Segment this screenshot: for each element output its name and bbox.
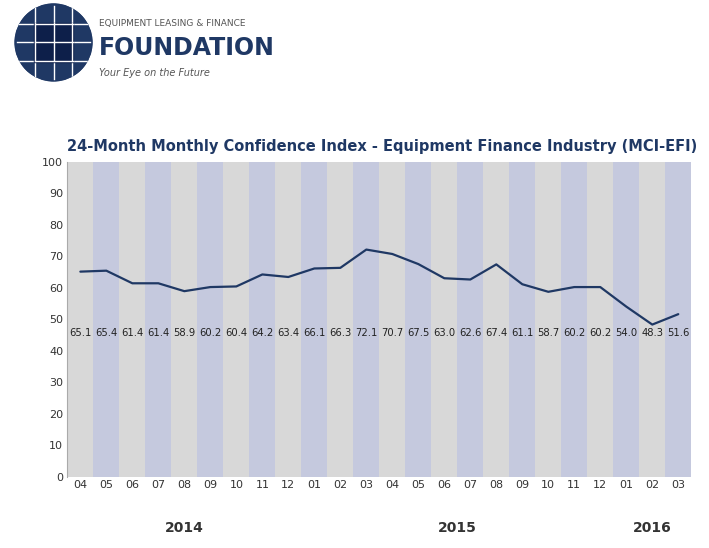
Bar <box>535 162 562 477</box>
Bar <box>172 162 197 477</box>
Text: 65.4: 65.4 <box>95 328 118 338</box>
Text: 66.3: 66.3 <box>329 328 352 338</box>
Text: 48.3: 48.3 <box>641 328 664 338</box>
Text: 70.7: 70.7 <box>381 328 403 338</box>
Text: 54.0: 54.0 <box>615 328 637 338</box>
Text: Your Eye on the Future: Your Eye on the Future <box>99 68 210 78</box>
Text: 61.1: 61.1 <box>511 328 533 338</box>
Bar <box>587 162 613 477</box>
Bar <box>431 162 457 477</box>
Bar <box>250 162 275 477</box>
Text: 2015: 2015 <box>438 521 476 535</box>
Text: 63.4: 63.4 <box>277 328 299 338</box>
Bar <box>640 162 665 477</box>
Bar <box>67 162 94 477</box>
Text: FOUNDATION: FOUNDATION <box>99 36 275 60</box>
Circle shape <box>14 3 93 82</box>
Bar <box>197 162 223 477</box>
Text: 63.0: 63.0 <box>433 328 455 338</box>
Bar <box>145 162 172 477</box>
Text: 72.1: 72.1 <box>355 328 377 338</box>
Text: 67.4: 67.4 <box>485 328 508 338</box>
Bar <box>94 162 119 477</box>
Text: 61.4: 61.4 <box>147 328 169 338</box>
Text: 64.2: 64.2 <box>251 328 274 338</box>
Text: 60.2: 60.2 <box>589 328 611 338</box>
Text: 67.5: 67.5 <box>407 328 430 338</box>
Bar <box>119 162 145 477</box>
Bar <box>406 162 431 477</box>
Text: 58.7: 58.7 <box>537 328 559 338</box>
Bar <box>484 162 509 477</box>
Bar <box>34 24 73 61</box>
Bar <box>328 162 353 477</box>
Text: EQUIPMENT LEASING & FINANCE: EQUIPMENT LEASING & FINANCE <box>99 19 246 28</box>
Bar <box>562 162 587 477</box>
Bar <box>509 162 535 477</box>
Bar <box>379 162 406 477</box>
Bar <box>665 162 691 477</box>
Text: 2016: 2016 <box>633 521 671 535</box>
Text: 60.2: 60.2 <box>199 328 221 338</box>
Text: 65.1: 65.1 <box>69 328 91 338</box>
Text: 60.4: 60.4 <box>225 328 247 338</box>
Bar <box>223 162 250 477</box>
Text: 51.6: 51.6 <box>667 328 689 338</box>
Bar <box>457 162 484 477</box>
Text: 61.4: 61.4 <box>121 328 143 338</box>
Bar <box>613 162 640 477</box>
Text: 58.9: 58.9 <box>173 328 196 338</box>
Text: 66.1: 66.1 <box>303 328 325 338</box>
Text: 24-Month Monthly Confidence Index - Equipment Finance Industry (MCI-EFI): 24-Month Monthly Confidence Index - Equi… <box>67 139 698 153</box>
Text: 2014: 2014 <box>165 521 203 535</box>
Bar <box>301 162 328 477</box>
Bar <box>275 162 301 477</box>
Text: 60.2: 60.2 <box>563 328 586 338</box>
Text: 62.6: 62.6 <box>459 328 481 338</box>
Bar <box>353 162 379 477</box>
